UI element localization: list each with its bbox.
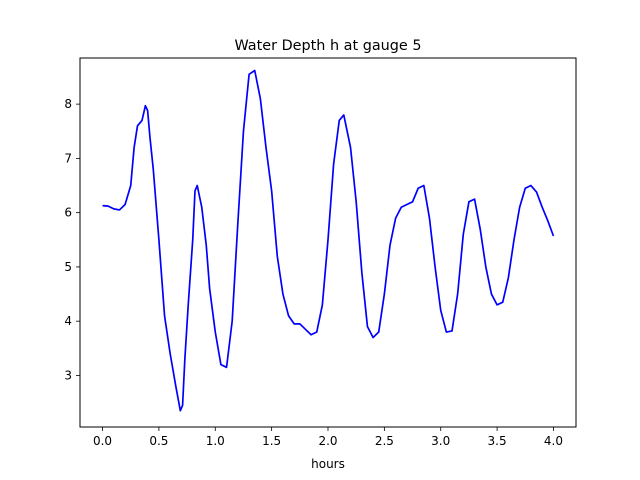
y-tick-label: 4 xyxy=(64,314,72,328)
x-tick-label: 2.5 xyxy=(375,434,394,448)
x-tick-label: 4.0 xyxy=(544,434,563,448)
x-tick-label: 1.5 xyxy=(262,434,281,448)
x-tick-label: 2.0 xyxy=(318,434,337,448)
x-tick-label: 1.0 xyxy=(206,434,225,448)
series-layer xyxy=(102,69,555,412)
y-axis: 3 4 5 6 7 8 xyxy=(64,97,80,382)
x-tick-label: 0.0 xyxy=(93,434,112,448)
x-axis-label: hours xyxy=(311,457,345,471)
y-tick-label: 6 xyxy=(64,206,72,220)
x-axis: 0.0 0.5 1.0 1.5 2.0 2.5 3.0 3.5 4.0 xyxy=(93,427,563,448)
x-tick-label: 0.5 xyxy=(149,434,168,448)
series-line-0 xyxy=(102,69,555,412)
chart-title: Water Depth h at gauge 5 xyxy=(234,38,421,54)
x-tick-label: 3.0 xyxy=(431,434,450,448)
y-tick-label: 3 xyxy=(64,368,72,382)
x-tick-label: 3.5 xyxy=(488,434,507,448)
y-tick-label: 7 xyxy=(64,151,72,165)
y-tick-label: 8 xyxy=(64,97,72,111)
y-tick-label: 5 xyxy=(64,260,72,274)
